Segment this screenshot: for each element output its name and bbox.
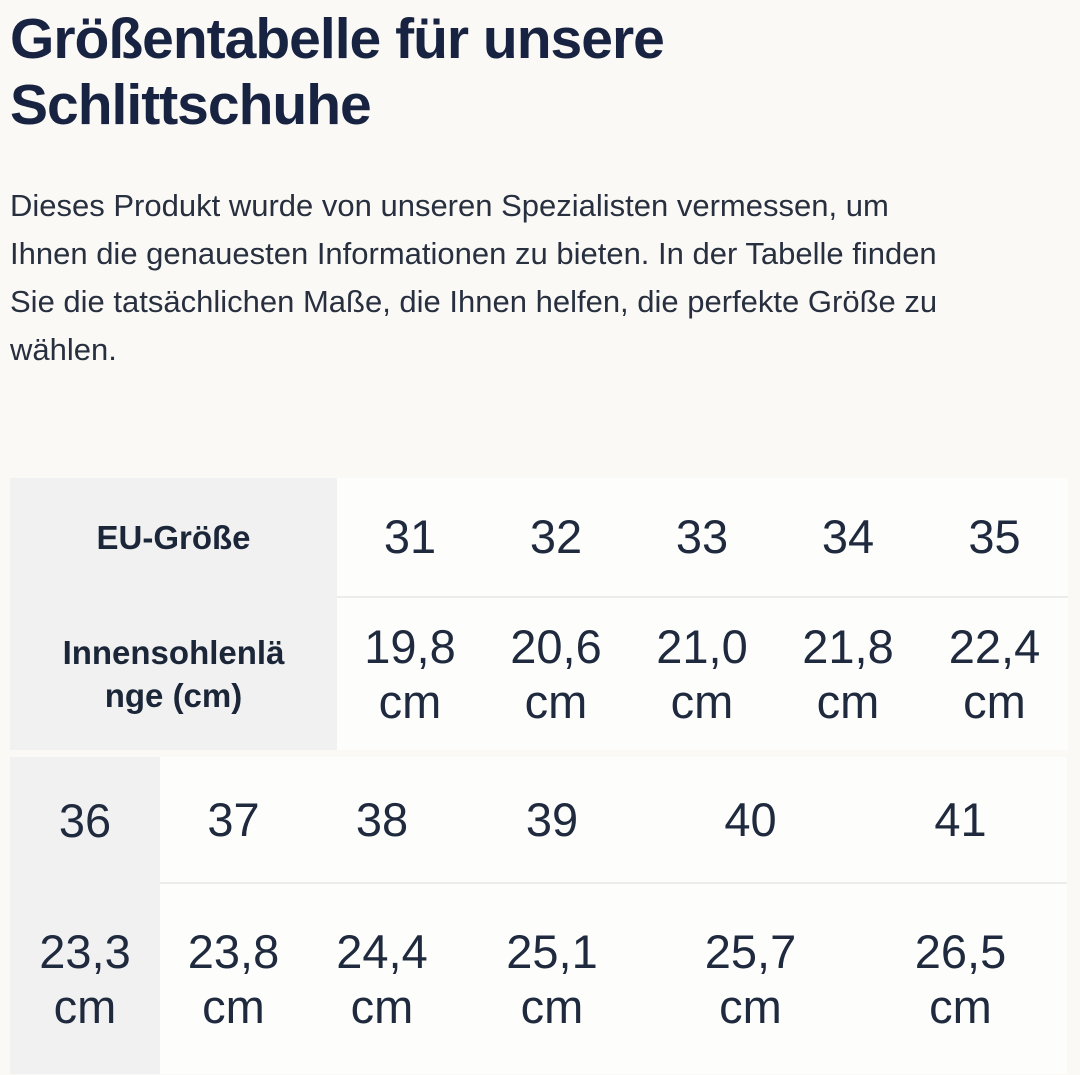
length-value: 23,8 cm — [187, 924, 280, 1034]
length-cell-41: 26,5 cm — [854, 884, 1067, 1075]
length-value: 21,0 cm — [656, 619, 748, 729]
insole-length-row-label: Innensohlenlänge (cm) — [62, 633, 285, 715]
length-value: 20,6 cm — [510, 619, 602, 729]
length-cell-32: 20,6 cm — [483, 598, 629, 751]
size-cell-41: 41 — [854, 757, 1067, 885]
length-cell-37: 23,8 cm — [160, 884, 307, 1075]
size-value: 33 — [675, 510, 729, 564]
size-value: 41 — [934, 792, 987, 846]
page-title: Größentabelle für unsere Schlittschuhe — [10, 7, 665, 138]
size-cell-38: 38 — [307, 757, 457, 885]
length-cell-31: 19,8 cm — [337, 598, 483, 751]
length-value: 25,1 cm — [506, 924, 598, 1034]
size-cell-35: 35 — [921, 478, 1068, 599]
size-value: 39 — [525, 792, 579, 846]
size-cell-37: 37 — [160, 757, 307, 885]
length-value: 23,3 cm — [39, 924, 131, 1034]
size-cell-36: 36 — [10, 757, 160, 885]
length-value: 26,5 cm — [914, 924, 1007, 1034]
length-cell-39: 25,1 cm — [457, 884, 647, 1075]
length-value: 22,4 cm — [948, 619, 1041, 729]
size-cell-31: 31 — [337, 478, 483, 599]
size-value: 38 — [355, 792, 409, 846]
size-cell-34: 34 — [775, 478, 921, 599]
size-value: 32 — [529, 510, 583, 564]
size-value: 37 — [207, 792, 260, 846]
size-value: 31 — [383, 510, 437, 564]
eu-size-row-label-cell: EU-Größe — [10, 478, 337, 599]
length-value: 24,4 cm — [336, 924, 428, 1034]
length-value: 25,7 cm — [704, 924, 797, 1034]
size-cell-40: 40 — [647, 757, 854, 885]
size-table: EU-Größe 31 32 33 34 35 Innensohlenlänge… — [10, 478, 1070, 1075]
size-cell-39: 39 — [457, 757, 647, 885]
size-value: 40 — [724, 792, 777, 846]
length-cell-35: 22,4 cm — [921, 598, 1068, 751]
insole-length-row-label-cell: Innensohlenlänge (cm) — [10, 598, 337, 751]
length-cell-33: 21,0 cm — [629, 598, 775, 751]
length-cell-36: 23,3 cm — [10, 884, 160, 1075]
size-value: 34 — [821, 510, 875, 564]
intro-paragraph: Dieses Produkt wurde von unseren Spezial… — [10, 188, 938, 368]
size-table-section-2: 36 37 38 39 40 41 23,3 cm 23,8 cm — [10, 757, 1070, 1075]
size-table-section-1: EU-Größe 31 32 33 34 35 Innensohlenlänge… — [10, 478, 1070, 751]
length-value: 21,8 cm — [802, 619, 894, 729]
size-value: 36 — [58, 793, 112, 847]
length-cell-38: 24,4 cm — [307, 884, 457, 1075]
size-cell-32: 32 — [483, 478, 629, 599]
eu-size-row-label: EU-Größe — [96, 519, 251, 557]
size-cell-33: 33 — [629, 478, 775, 599]
length-cell-34: 21,8 cm — [775, 598, 921, 751]
length-cell-40: 25,7 cm — [647, 884, 854, 1075]
size-value: 35 — [968, 510, 1021, 564]
length-value: 19,8 cm — [364, 619, 456, 729]
